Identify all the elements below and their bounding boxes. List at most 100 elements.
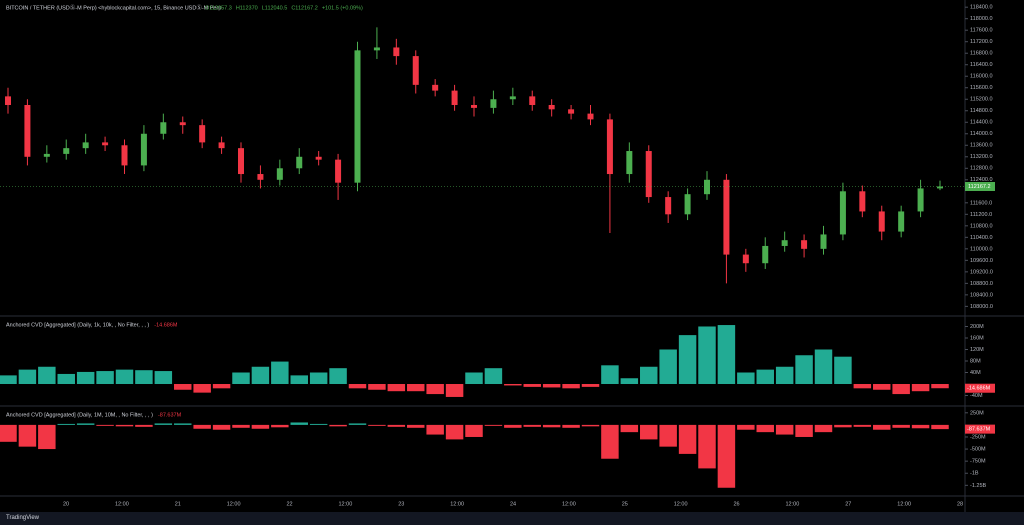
candle-body xyxy=(917,188,924,212)
candle-body xyxy=(160,122,167,134)
symbol-title: BITCOIN / TETHER (USDⓈ-M Perp) <hyblockc… xyxy=(6,3,221,11)
histogram-bar xyxy=(232,372,250,385)
histogram-bar xyxy=(0,375,17,385)
candle-body xyxy=(354,50,361,183)
histogram-bar xyxy=(484,368,503,385)
candle-body xyxy=(839,191,846,235)
y-tick-label: 115600.0 xyxy=(970,85,993,91)
histogram-bar xyxy=(0,424,17,442)
last-price-label: 112167.2 xyxy=(968,184,991,190)
histogram-bar xyxy=(96,424,114,426)
histogram-bar xyxy=(193,384,211,393)
histogram-bar xyxy=(368,424,386,426)
indicator-value-axis-label: -87.637M xyxy=(967,427,991,433)
candle-body xyxy=(296,156,303,169)
histogram-bar xyxy=(445,384,464,397)
histogram-bar xyxy=(76,371,95,385)
histogram-bar xyxy=(581,424,600,427)
x-tick-label: 28 xyxy=(957,501,963,507)
histogram-bar xyxy=(309,423,328,425)
x-tick-label: 12:00 xyxy=(562,501,576,507)
y-tick-label: 108400.0 xyxy=(970,292,993,298)
histogram-bar xyxy=(873,384,891,390)
histogram-bar xyxy=(892,424,910,428)
candle-body xyxy=(626,151,633,175)
histogram-bar xyxy=(620,424,639,433)
candle-body xyxy=(568,109,575,114)
ohlc-readout: +101.5 (+0.09%) xyxy=(322,5,363,11)
indicator-value-box xyxy=(965,383,995,393)
histogram-bar xyxy=(426,424,444,435)
y-tick-label: 250M xyxy=(970,410,984,416)
histogram-bar xyxy=(135,424,153,427)
histogram-bar xyxy=(659,349,677,385)
x-tick-label: 26 xyxy=(733,501,739,507)
x-tick-label: 27 xyxy=(845,501,851,507)
x-tick-label: 12:00 xyxy=(227,501,241,507)
candle-body xyxy=(742,254,749,264)
histogram-bar xyxy=(834,424,852,428)
y-tick-label: -1.25B xyxy=(970,483,987,489)
brand: TradingView xyxy=(6,515,40,521)
histogram-bar xyxy=(911,384,930,392)
y-tick-label: 118400.0 xyxy=(970,5,993,11)
y-tick-label: 112400.0 xyxy=(970,177,993,183)
y-tick-label: 40M xyxy=(970,370,981,376)
y-tick-label: 116800.0 xyxy=(970,51,993,57)
histogram-bar xyxy=(756,369,774,385)
x-tick-label: 12:00 xyxy=(450,501,464,507)
candle-body xyxy=(276,168,283,180)
histogram-bar xyxy=(18,424,37,447)
candle-body xyxy=(63,148,70,154)
histogram-bar xyxy=(678,335,697,385)
histogram-bar xyxy=(814,424,833,433)
histogram-bar xyxy=(57,373,75,385)
histogram-bar xyxy=(251,366,270,385)
footer: TradingView xyxy=(0,512,1024,525)
x-tick-label: 21 xyxy=(175,501,181,507)
y-tick-label: 114400.0 xyxy=(970,120,993,126)
y-tick-label: -250M xyxy=(970,434,986,440)
histogram-bar xyxy=(640,366,658,385)
candle-body xyxy=(257,174,264,180)
histogram-bar xyxy=(775,366,794,385)
histogram-bar xyxy=(504,424,522,428)
candle-body xyxy=(82,142,89,149)
histogram-bar xyxy=(18,369,37,385)
histogram-bar xyxy=(601,424,619,459)
histogram-bar xyxy=(154,371,173,385)
y-tick-label: -1B xyxy=(970,471,979,477)
histogram-bar xyxy=(814,349,833,385)
histogram-bar xyxy=(426,384,444,395)
histogram-bar xyxy=(542,384,561,388)
histogram-bar xyxy=(57,423,75,425)
histogram-bar xyxy=(232,424,250,428)
histogram-bar xyxy=(834,356,852,385)
y-tick-label: 118000.0 xyxy=(970,16,993,22)
histogram-bar xyxy=(484,424,503,426)
x-tick-label: 12:00 xyxy=(115,501,129,507)
background xyxy=(0,0,1024,512)
y-tick-label: 114000.0 xyxy=(970,131,993,137)
x-tick-label: 25 xyxy=(622,501,628,507)
histogram-bar xyxy=(154,423,173,425)
candle-body xyxy=(801,240,808,249)
histogram-bar xyxy=(329,424,347,427)
histogram-bar xyxy=(523,424,541,427)
histogram-bar xyxy=(115,369,134,385)
histogram-bar xyxy=(368,384,386,390)
histogram-bar xyxy=(795,355,813,385)
candle-body xyxy=(373,47,380,51)
x-tick-label: 12:00 xyxy=(674,501,688,507)
histogram-bar xyxy=(892,384,910,395)
candle-body xyxy=(199,125,206,143)
histogram-bar xyxy=(174,384,192,390)
histogram-bar xyxy=(407,384,425,392)
histogram-bar xyxy=(737,372,755,385)
candle-body xyxy=(218,142,225,149)
histogram-bar xyxy=(387,424,406,427)
x-tick-label: 23 xyxy=(398,501,404,507)
histogram-bar xyxy=(620,378,639,385)
candle-body xyxy=(781,240,788,246)
